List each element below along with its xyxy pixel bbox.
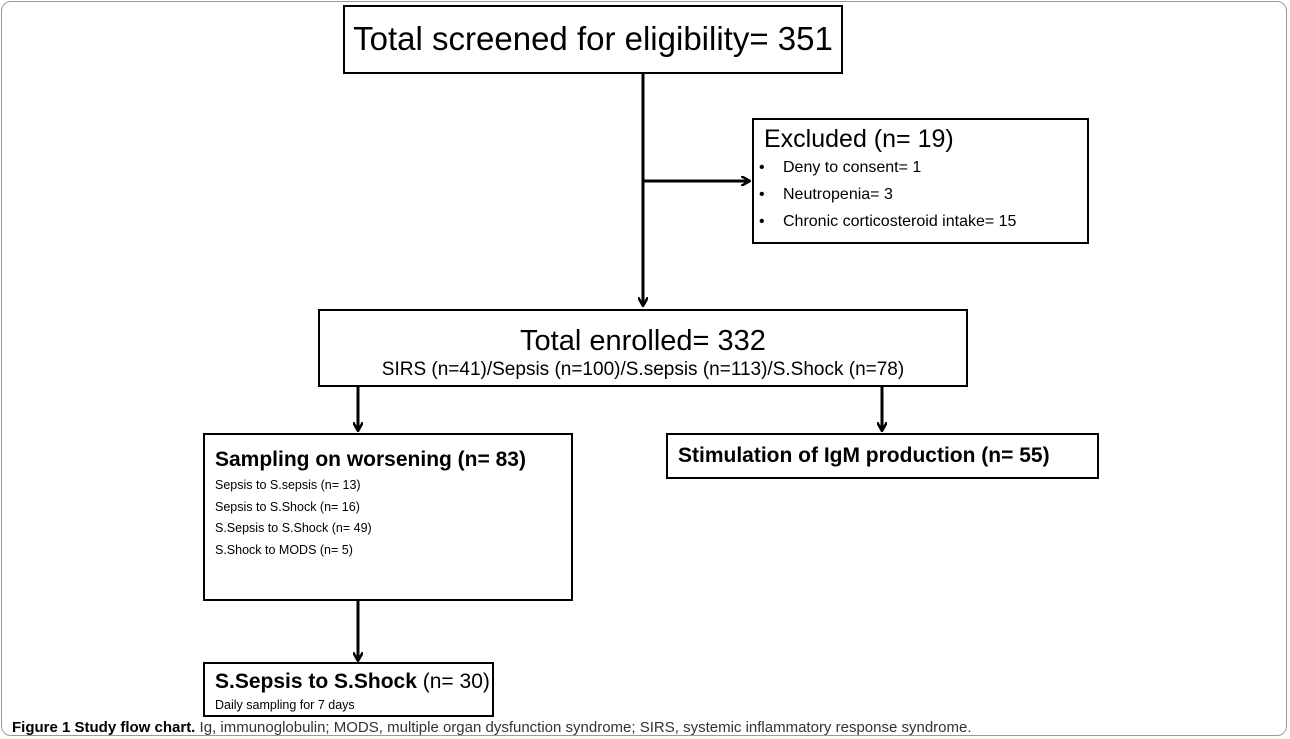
caption-text: Ig, immunoglobulin; MODS, multiple organ…: [199, 719, 972, 736]
shock-box: S.Sepsis to S.Shock (n= 30) Daily sampli…: [203, 662, 494, 717]
item-list: Sepsis to S.sepsis (n= 13) Sepsis to S.S…: [215, 475, 571, 561]
node-subtitle: SIRS (n=41)/Sepsis (n=100)/S.sepsis (n=1…: [381, 359, 905, 380]
node-title-bold: S.Sepsis to S.Shock: [215, 670, 417, 693]
item-list: Deny to consent= 1 Neutropenia= 3 Chroni…: [754, 154, 1087, 235]
node-title: Total enrolled= 332: [520, 325, 766, 357]
node-title: Sampling on worsening (n= 83): [215, 448, 526, 471]
item: Neutropenia= 3: [754, 181, 1087, 208]
caption-label: Figure 1 Study flow chart.: [12, 719, 196, 736]
enrolled-box: Total enrolled= 332 SIRS (n=41)/Sepsis (…: [318, 309, 968, 387]
item: Sepsis to S.sepsis (n= 13): [215, 478, 361, 492]
item: Daily sampling for 7 days: [215, 698, 355, 712]
item: Deny to consent= 1: [754, 154, 1087, 181]
node-title-suffix: (n= 30): [422, 670, 490, 693]
excluded-box: Excluded (n= 19) Deny to consent= 1 Neut…: [752, 118, 1089, 244]
worsening-box: Sampling on worsening (n= 83) Sepsis to …: [203, 433, 573, 601]
item: S.Sepsis to S.Shock (n= 49): [215, 521, 372, 535]
igm-box: Stimulation of IgM production (n= 55): [666, 433, 1099, 479]
node-title: Total screened for eligibility= 351: [353, 20, 833, 57]
caption: Figure 1 Study flow chart. Ig, immunoglo…: [12, 718, 972, 738]
item: Sepsis to S.Shock (n= 16): [215, 499, 360, 514]
screened-box: Total screened for eligibility= 351: [343, 5, 843, 74]
node-title: Stimulation of IgM production (n= 55): [678, 444, 1050, 467]
node-title: S.Sepsis to S.Shock (n= 30): [215, 669, 492, 695]
node-title: Excluded (n= 19): [764, 125, 954, 153]
item: S.Shock to MODS (n= 5): [215, 542, 353, 557]
item: Chronic corticosteroid intake= 15: [754, 208, 1087, 235]
